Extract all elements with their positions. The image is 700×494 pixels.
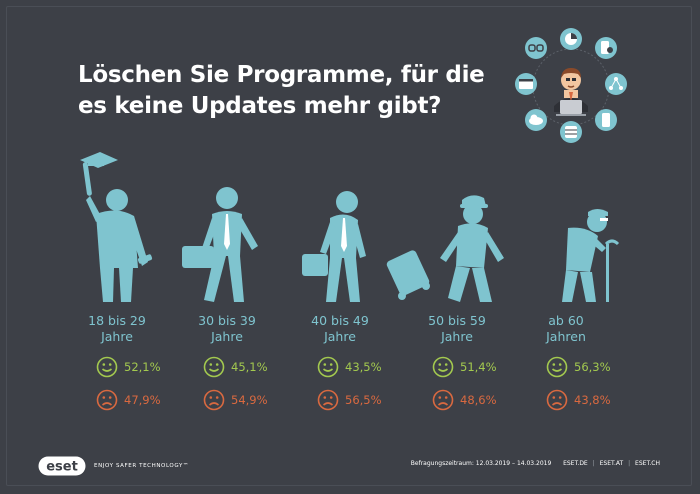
smiley-icon: [96, 356, 118, 378]
stat-row: 48,6%: [432, 389, 497, 411]
age-label-line-1: 30 bis 39: [198, 313, 256, 328]
stat-value: 51,4%: [460, 360, 497, 374]
age-label-line-1: 18 bis 29: [88, 313, 146, 328]
frown-icon: [317, 389, 339, 411]
stat-value: 52,1%: [124, 360, 161, 374]
stat-row: 56,3%: [546, 356, 611, 378]
smiley-icon: [317, 356, 339, 378]
stat-value: 54,9%: [231, 393, 268, 407]
database-icon: [560, 121, 582, 143]
age-label-line-2: Jahre: [101, 329, 133, 344]
site-link[interactable]: ESET.DE: [563, 460, 588, 467]
stat-row: 43,8%: [546, 389, 611, 411]
frown-icon: [203, 389, 225, 411]
age-label-line-1: 40 bis 49: [311, 313, 369, 328]
title-line-2: es keine Updates mehr gibt?: [78, 93, 442, 119]
brand-tagline: ENJOY SAFER TECHNOLOGY™: [94, 463, 190, 469]
site-link[interactable]: ESET.CH: [635, 460, 660, 467]
age-label: 30 bis 39 Jahre: [172, 313, 282, 345]
stat-value: 45,1%: [231, 360, 268, 374]
network-icon: [605, 73, 627, 95]
age-label: 40 bis 49 Jahre: [285, 313, 395, 345]
smiley-icon: [546, 356, 568, 378]
site-link[interactable]: ESET.AT: [599, 460, 624, 467]
svg-text:eset: eset: [46, 460, 78, 475]
frame-border: [6, 6, 692, 486]
age-label-line-2: Jahre: [324, 329, 356, 344]
mobile-settings-icon: [595, 37, 617, 59]
tech-hub-illustration: [515, 28, 627, 143]
stat-value: 47,9%: [124, 393, 161, 407]
age-label: 50 bis 59 Jahre: [402, 313, 512, 345]
stat-row: 45,1%: [203, 356, 268, 378]
stat-value: 48,6%: [460, 393, 497, 407]
infographic-title: Löschen Sie Programme, für die es keine …: [78, 60, 498, 122]
smartphone-icon: [595, 109, 617, 131]
age-label-line-2: Jahre: [441, 329, 473, 344]
title-line-1: Löschen Sie Programme, für die: [78, 62, 485, 88]
stat-row: 51,4%: [432, 356, 497, 378]
stat-row: 52,1%: [96, 356, 161, 378]
stat-row: 47,9%: [96, 389, 161, 411]
eset-logo: eset: [38, 456, 86, 476]
link-icon: [525, 37, 547, 59]
age-label-line-1: 50 bis 59: [428, 313, 486, 328]
cloud-icon: [525, 109, 547, 131]
stat-value: 43,8%: [574, 393, 611, 407]
stat-value: 56,3%: [574, 360, 611, 374]
smiley-icon: [432, 356, 454, 378]
person-with-laptop-icon: [554, 68, 588, 116]
stat-row: 56,5%: [317, 389, 382, 411]
age-label: 18 bis 29 Jahre: [62, 313, 172, 345]
browser-icon: [515, 73, 537, 95]
stat-value: 43,5%: [345, 360, 382, 374]
age-label-line-2: Jahre: [211, 329, 243, 344]
pie-chart-icon: [560, 28, 582, 50]
smiley-icon: [203, 356, 225, 378]
stat-row: 54,9%: [203, 389, 268, 411]
stat-row: 43,5%: [317, 356, 382, 378]
stat-value: 56,5%: [345, 393, 382, 407]
footer-brand: eset ENJOY SAFER TECHNOLOGY™: [38, 456, 189, 476]
age-label: ab 60 Jahren: [511, 313, 621, 345]
footer-info: Befragungszeitraum: 12.03.2019 – 14.03.2…: [410, 460, 660, 467]
age-label-line-1: ab 60: [548, 313, 584, 328]
age-label-line-2: Jahren: [546, 329, 586, 344]
frown-icon: [432, 389, 454, 411]
survey-period: Befragungszeitraum: 12.03.2019 – 14.03.2…: [410, 460, 552, 467]
frown-icon: [96, 389, 118, 411]
frown-icon: [546, 389, 568, 411]
